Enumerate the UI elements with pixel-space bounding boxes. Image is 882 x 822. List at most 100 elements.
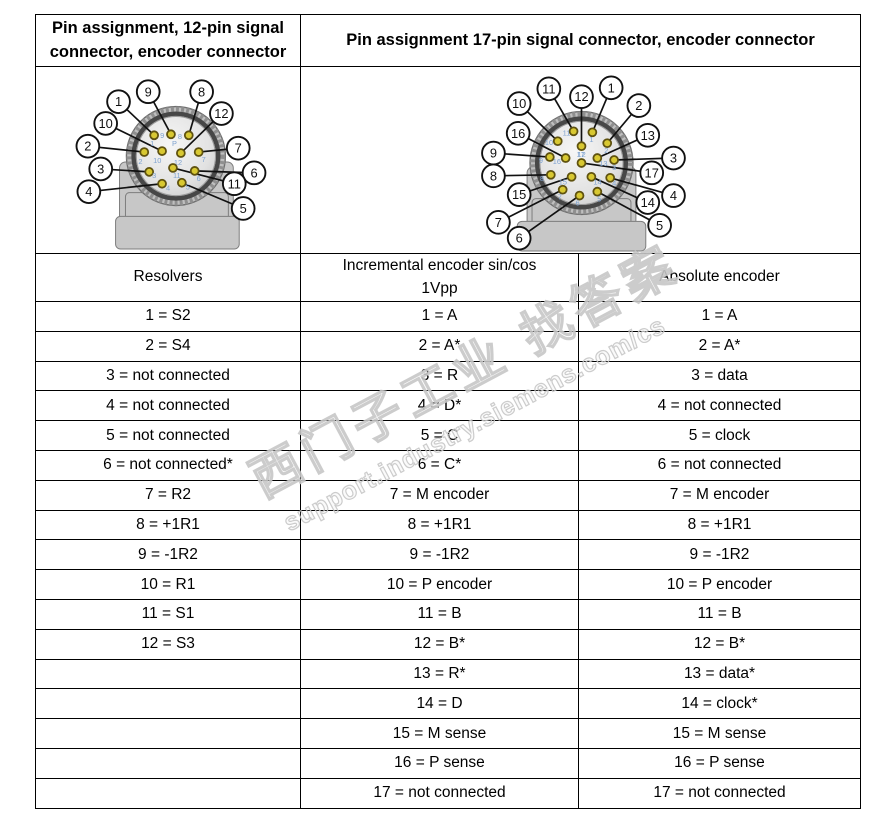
column-header: Resolvers (35, 253, 301, 302)
svg-text:4: 4 (85, 184, 92, 199)
svg-text:16: 16 (511, 126, 525, 141)
svg-text:12: 12 (578, 150, 586, 159)
pin-assignment-cell: 3 = not connected (35, 360, 301, 392)
column-header: Incremental encoder sin/cos 1Vpp (300, 253, 579, 302)
svg-text:6: 6 (576, 199, 580, 208)
title-row: Pin assignment, 12-pin signal connector,… (35, 14, 861, 67)
svg-text:11: 11 (542, 81, 555, 96)
pin-assignment-cell: 4 = not connected (35, 390, 301, 422)
table-row: 16 = P sense 16 = P sense (35, 747, 861, 779)
table-row: 11 = S1 11 = B 11 = B (35, 598, 861, 630)
table-row: 13 = R* 13 = data* (35, 658, 861, 690)
svg-text:1: 1 (608, 80, 615, 95)
pin-assignment-cell: 7 = M encoder (300, 479, 579, 511)
pin-assignment-cell (35, 777, 301, 809)
pin-assignment-cell (35, 718, 301, 749)
pin-assignment-cell: 12 = S3 (35, 628, 301, 660)
svg-text:14: 14 (641, 195, 655, 210)
svg-text:11: 11 (563, 128, 571, 137)
svg-text:9: 9 (490, 146, 497, 161)
pin-assignment-cell: 6 = not connected (578, 449, 861, 481)
svg-text:13: 13 (641, 128, 655, 143)
svg-text:5: 5 (240, 201, 247, 216)
pin-assignment-cell: 9 = -1R2 (300, 539, 579, 571)
svg-text:9: 9 (160, 131, 164, 140)
table-row: 17 = not connected 17 = not connected (35, 777, 861, 809)
svg-text:10: 10 (545, 138, 553, 147)
svg-text:2: 2 (84, 139, 91, 154)
pin-assignment-cell: 1 = S2 (35, 301, 301, 332)
pin-assignment-cell: 1 = A (578, 301, 861, 332)
svg-text:2: 2 (138, 157, 142, 166)
svg-text:17: 17 (645, 165, 659, 180)
svg-text:15: 15 (559, 178, 567, 187)
pin-assignment-cell: 16 = P sense (578, 747, 861, 779)
pin-assignment-cell: 2 = A* (578, 330, 861, 362)
svg-text:3: 3 (670, 151, 677, 166)
pin-assignment-cell: 15 = M sense (300, 718, 579, 749)
svg-text:7: 7 (558, 193, 562, 202)
svg-text:3: 3 (612, 163, 616, 172)
pin-assignment-cell: 12 = B* (300, 628, 579, 660)
svg-text:8: 8 (198, 84, 205, 99)
table-row: 2 = S4 2 = A* 2 = A* (35, 330, 861, 362)
svg-text:14: 14 (593, 178, 601, 187)
pin-assignment-cell: 17 = not connected (578, 777, 861, 809)
svg-text:16: 16 (553, 157, 561, 166)
svg-text:6: 6 (250, 165, 257, 180)
pin-assignment-cell: 5 = not connected (35, 420, 301, 451)
pin-assignment-table: Pin assignment, 12-pin signal connector,… (35, 14, 861, 809)
pin-assignment-cell: 2 = A* (300, 330, 579, 362)
table-row: 15 = M sense 15 = M sense (35, 718, 861, 749)
svg-text:4: 4 (166, 184, 170, 193)
pin-assignment-cell: 9 = -1R2 (35, 539, 301, 571)
diagram-cell-17pin: 1 2 3 4 5 6 7 8 9 10 11 12 13 14 15 16 17 11 12 1 2 10 16 13 9 3 8… (300, 66, 861, 254)
pin-assignment-cell: 2 = S4 (35, 330, 301, 362)
pin-assignment-cell: 8 = +1R1 (578, 509, 861, 541)
pin-assignment-cell: 10 = R1 (35, 569, 301, 600)
table-row: 9 = -1R2 9 = -1R2 9 = -1R2 (35, 539, 861, 571)
pin-assignment-cell: 1 = A (300, 301, 579, 332)
svg-text:7: 7 (235, 141, 242, 156)
svg-text:17: 17 (577, 150, 585, 159)
svg-text:8: 8 (178, 132, 182, 141)
svg-text:10: 10 (512, 96, 526, 111)
svg-text:8: 8 (540, 174, 544, 183)
pin-assignment-cell: 10 = P encoder (300, 569, 579, 600)
svg-text:12: 12 (174, 158, 182, 167)
pin-assignment-cell: 6 = not connected* (35, 449, 301, 481)
pin-assignment-cell: 5 = C (300, 420, 579, 451)
table-row: 14 = D 14 = clock* (35, 688, 861, 720)
diagram-cell-12pin: 1 9 8 2 10 12 7 3 11 6 4 5 P 1 9 8 12 10 2 7 3 6 4 11 5 (35, 66, 301, 254)
svg-text:4: 4 (670, 188, 677, 203)
svg-text:1: 1 (150, 139, 154, 148)
svg-text:8: 8 (490, 168, 497, 183)
pin-assignment-cell: 7 = M encoder (578, 479, 861, 511)
svg-text:4: 4 (612, 179, 616, 188)
svg-text:12: 12 (574, 89, 588, 104)
table-row: 10 = R1 10 = P encoder 10 = P encoder (35, 569, 861, 600)
svg-text:7: 7 (495, 215, 502, 230)
svg-text:13: 13 (599, 159, 607, 168)
svg-text:12: 12 (214, 106, 228, 121)
table-row: 12 = S3 12 = B* 12 = B* (35, 628, 861, 660)
pin-assignment-cell: 14 = clock* (578, 688, 861, 720)
pin-assignment-cell (35, 658, 301, 690)
pin-assignment-cell: 3 = R (300, 360, 579, 392)
pin-assignment-cell: 4 = D* (300, 390, 579, 422)
svg-text:10: 10 (153, 156, 161, 165)
pin-assignment-cell: 4 = not connected (578, 390, 861, 422)
pin-assignment-cell: 8 = +1R1 (35, 509, 301, 541)
pin-assignment-cell: 11 = S1 (35, 598, 301, 630)
svg-text:P: P (172, 139, 177, 148)
pin-assignment-cell: 6 = C* (300, 449, 579, 481)
pin-assignment-cell: 3 = data (578, 360, 861, 392)
pin-assignment-cell: 10 = P encoder (578, 569, 861, 600)
svg-text:5: 5 (597, 195, 601, 204)
table-row: 7 = R2 7 = M encoder 7 = M encoder (35, 479, 861, 511)
